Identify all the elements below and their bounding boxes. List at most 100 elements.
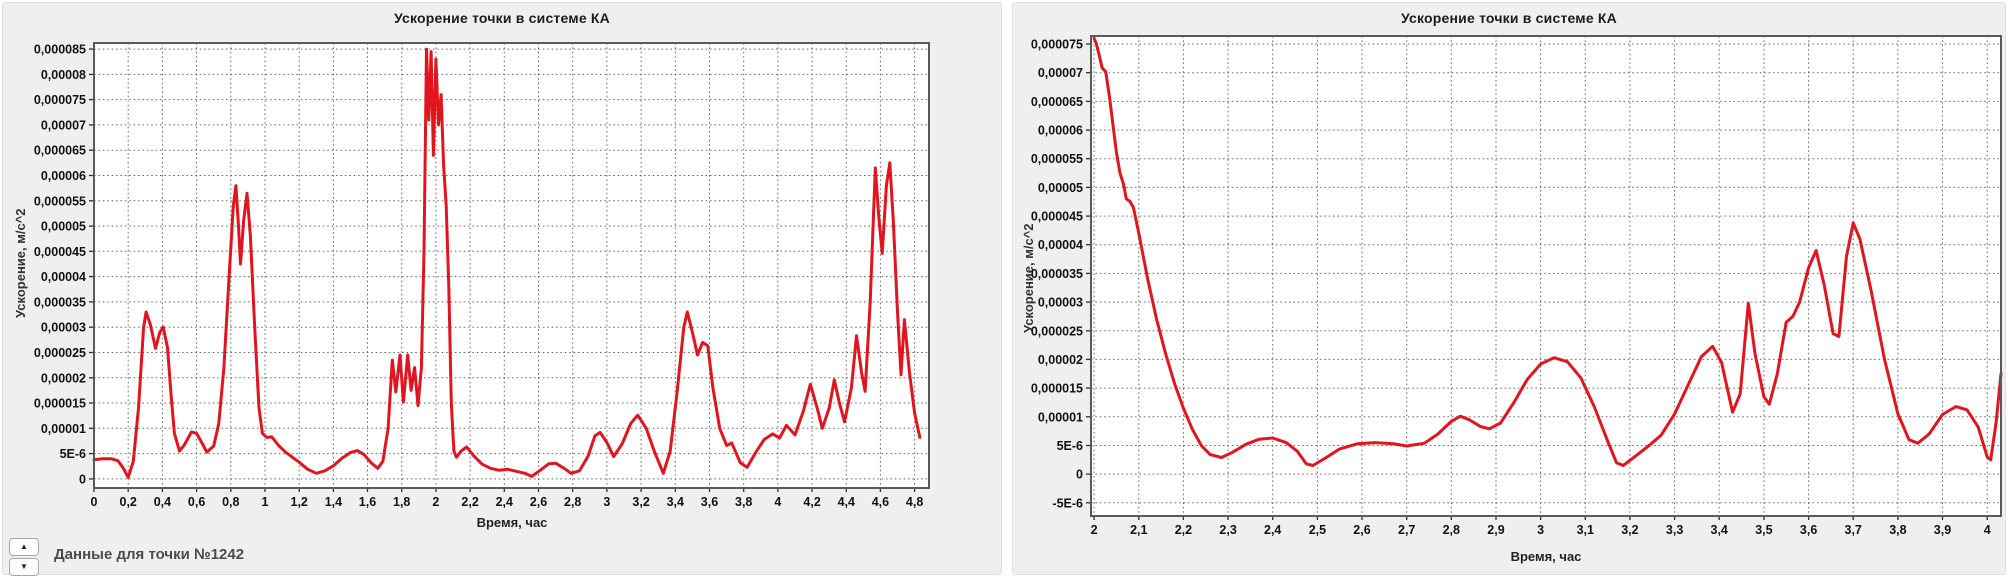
x-axis-tick-label: 1 — [262, 495, 269, 509]
spin-down-button[interactable]: ▼ — [9, 558, 39, 576]
y-axis-tick-label: 0,00004 — [1038, 238, 1083, 252]
x-axis-tick-label: 3,8 — [735, 495, 752, 509]
y-axis-tick-label: 0,000015 — [34, 397, 86, 411]
y-axis-tick-label: 0,00006 — [1038, 124, 1083, 138]
x-axis-tick-label: 1,2 — [291, 495, 308, 509]
y-axis-tick-label: 0,00007 — [41, 118, 86, 132]
point-number-spinner: ▲ ▼ — [9, 538, 39, 576]
x-axis-tick-label: 2,8 — [564, 495, 581, 509]
plot-border — [1090, 35, 2002, 517]
y-axis-tick-label: 0 — [79, 472, 86, 486]
x-axis-tick-label: 2,9 — [1487, 523, 1504, 537]
x-axis-tick-label: 3,4 — [1711, 523, 1728, 537]
y-axis-tick-label: 0,000075 — [1031, 38, 1083, 52]
y-axis-tick-label: 0,00002 — [1038, 353, 1083, 367]
chart-panel-left: Ускорение точки в системе КА Ускорение, … — [2, 2, 1003, 576]
y-axis-tick-label: 0,000065 — [1031, 95, 1083, 109]
x-axis-tick-label: 2,1 — [1130, 523, 1147, 537]
x-axis-tick-label: 2,4 — [1264, 523, 1281, 537]
x-axis-tick-label: 2,7 — [1398, 523, 1415, 537]
x-axis-tick-label: 4,2 — [803, 495, 820, 509]
y-axis-tick-label: 0,000045 — [34, 245, 86, 259]
y-axis-tick-label: 0,000055 — [34, 194, 86, 208]
y-axis-tick-label: 0,00004 — [41, 270, 86, 284]
chart-panel-right: Ускорение точки в системе КА Ускорение, … — [1012, 2, 2006, 575]
x-axis-tick-label: 2 — [432, 495, 439, 509]
x-axis-tick-label: 3,6 — [1800, 523, 1817, 537]
x-axis-tick-label: 4 — [1984, 523, 1991, 537]
x-axis-tick-label: 3 — [1537, 523, 1544, 537]
y-axis-tick-label: 0,000025 — [1031, 324, 1083, 338]
spin-up-button[interactable]: ▲ — [9, 538, 39, 556]
x-axis-tick-label: 1,6 — [359, 495, 376, 509]
x-axis-tick-label: 4 — [774, 495, 781, 509]
y-axis-tick-label: 0,000075 — [34, 93, 86, 107]
y-axis-tick-label: 5E-6 — [1057, 439, 1083, 453]
plot-area-left[interactable]: 0 0,2 0,4 0,6 0,8 1 1,2 1,4 1,6 1,8 2 2,2 2,4 2,6 2,8 3… — [3, 3, 1003, 576]
x-axis-tick-label: 3,2 — [632, 495, 649, 509]
y-axis-tick-label: 0,000055 — [1031, 152, 1083, 166]
x-axis-tick-label: 2 — [1091, 523, 1098, 537]
y-axis-tick-label: 0,000065 — [34, 144, 86, 158]
x-axis-tick-label: 3,9 — [1934, 523, 1951, 537]
x-axis-tick-label: 3,6 — [701, 495, 718, 509]
y-axis-tick-label: 5E-6 — [60, 447, 86, 461]
y-axis-tick-label: 0,00001 — [1038, 410, 1083, 424]
x-axis-tick-label: 3,3 — [1666, 523, 1683, 537]
chart-title: Ускорение точки в системе КА — [1401, 10, 1617, 26]
x-axis-tick-label: 3,4 — [667, 495, 684, 509]
x-axis-tick-label: 4,6 — [872, 495, 889, 509]
x-axis-tick-label: 2,2 — [1175, 523, 1192, 537]
y-axis-tick-label: 0,00002 — [41, 371, 86, 385]
x-axis-tick-label: 1,4 — [325, 495, 342, 509]
x-axis-tick-label: 3,2 — [1621, 523, 1638, 537]
x-axis-label: Время, час — [476, 515, 548, 530]
y-axis-tick-label: -5E-6 — [1052, 496, 1083, 510]
x-axis-tick-label: 3 — [603, 495, 610, 509]
data-series-line — [1092, 36, 2003, 467]
y-axis-tick-label: 0,00001 — [41, 422, 86, 436]
x-axis-tick-label: 0,2 — [120, 495, 137, 509]
arrow-down-icon: ▼ — [20, 562, 28, 571]
y-axis-tick-label: 0,00007 — [1038, 66, 1083, 80]
x-axis-tick-label: 0,6 — [188, 495, 205, 509]
data-series-line — [92, 47, 922, 479]
x-axis-tick-label: 2,3 — [1219, 523, 1236, 537]
y-axis-tick-label: 0,00008 — [41, 68, 86, 82]
y-axis-tick-label: 0,00005 — [1038, 181, 1083, 195]
y-axis-tick-label: 0,00003 — [41, 321, 86, 335]
y-axis-tick-label: 0,000015 — [1031, 382, 1083, 396]
plot-border — [93, 42, 930, 489]
arrow-up-icon: ▲ — [20, 542, 28, 551]
x-axis-tick-label: 3,7 — [1845, 523, 1862, 537]
x-axis-tick-label: 0,8 — [222, 495, 239, 509]
plot-background — [1091, 36, 2001, 516]
y-axis-tick-label: 0 — [1076, 468, 1083, 482]
x-axis-tick-label: 2,8 — [1443, 523, 1460, 537]
y-axis-tick-label: 0,000035 — [34, 295, 86, 309]
x-axis-tick-label: 4,4 — [838, 495, 855, 509]
x-axis-tick-label: 3,8 — [1889, 523, 1906, 537]
point-caption: Данные для точки №1242 — [54, 546, 245, 563]
y-axis-tick-label: 0,000025 — [34, 346, 86, 360]
y-axis-tick-label: 0,000045 — [1031, 210, 1083, 224]
x-axis-tick-label: 4,8 — [906, 495, 923, 509]
plot-area-right[interactable]: 2 2,1 2,2 2,3 2,4 2,5 2,6 2,7 2,8 2,9 3 3,1 3,2 3,3 3,… — [1013, 3, 2007, 576]
x-axis-tick-label: 2,2 — [461, 495, 478, 509]
x-axis-tick-label: 2,4 — [496, 495, 513, 509]
x-axis-tick-label: 0 — [91, 495, 98, 509]
plot-background — [94, 43, 929, 488]
y-axis-tick-label: 0,000085 — [34, 43, 86, 57]
y-axis-tick-label: 0,000035 — [1031, 267, 1083, 281]
x-axis-tick-label: 1,8 — [393, 495, 410, 509]
y-axis-tick-label: 0,00005 — [41, 220, 86, 234]
x-axis-tick-label: 2,5 — [1309, 523, 1326, 537]
x-axis-tick-label: 3,5 — [1755, 523, 1772, 537]
x-axis-tick-label: 3,1 — [1577, 523, 1594, 537]
x-axis-tick-label: 2,6 — [1353, 523, 1370, 537]
x-axis-label: Время, час — [1510, 549, 1582, 564]
y-axis-tick-label: 0,00006 — [41, 169, 86, 183]
y-axis-tick-label: 0,00003 — [1038, 296, 1083, 310]
x-axis-tick-label: 2,6 — [530, 495, 547, 509]
